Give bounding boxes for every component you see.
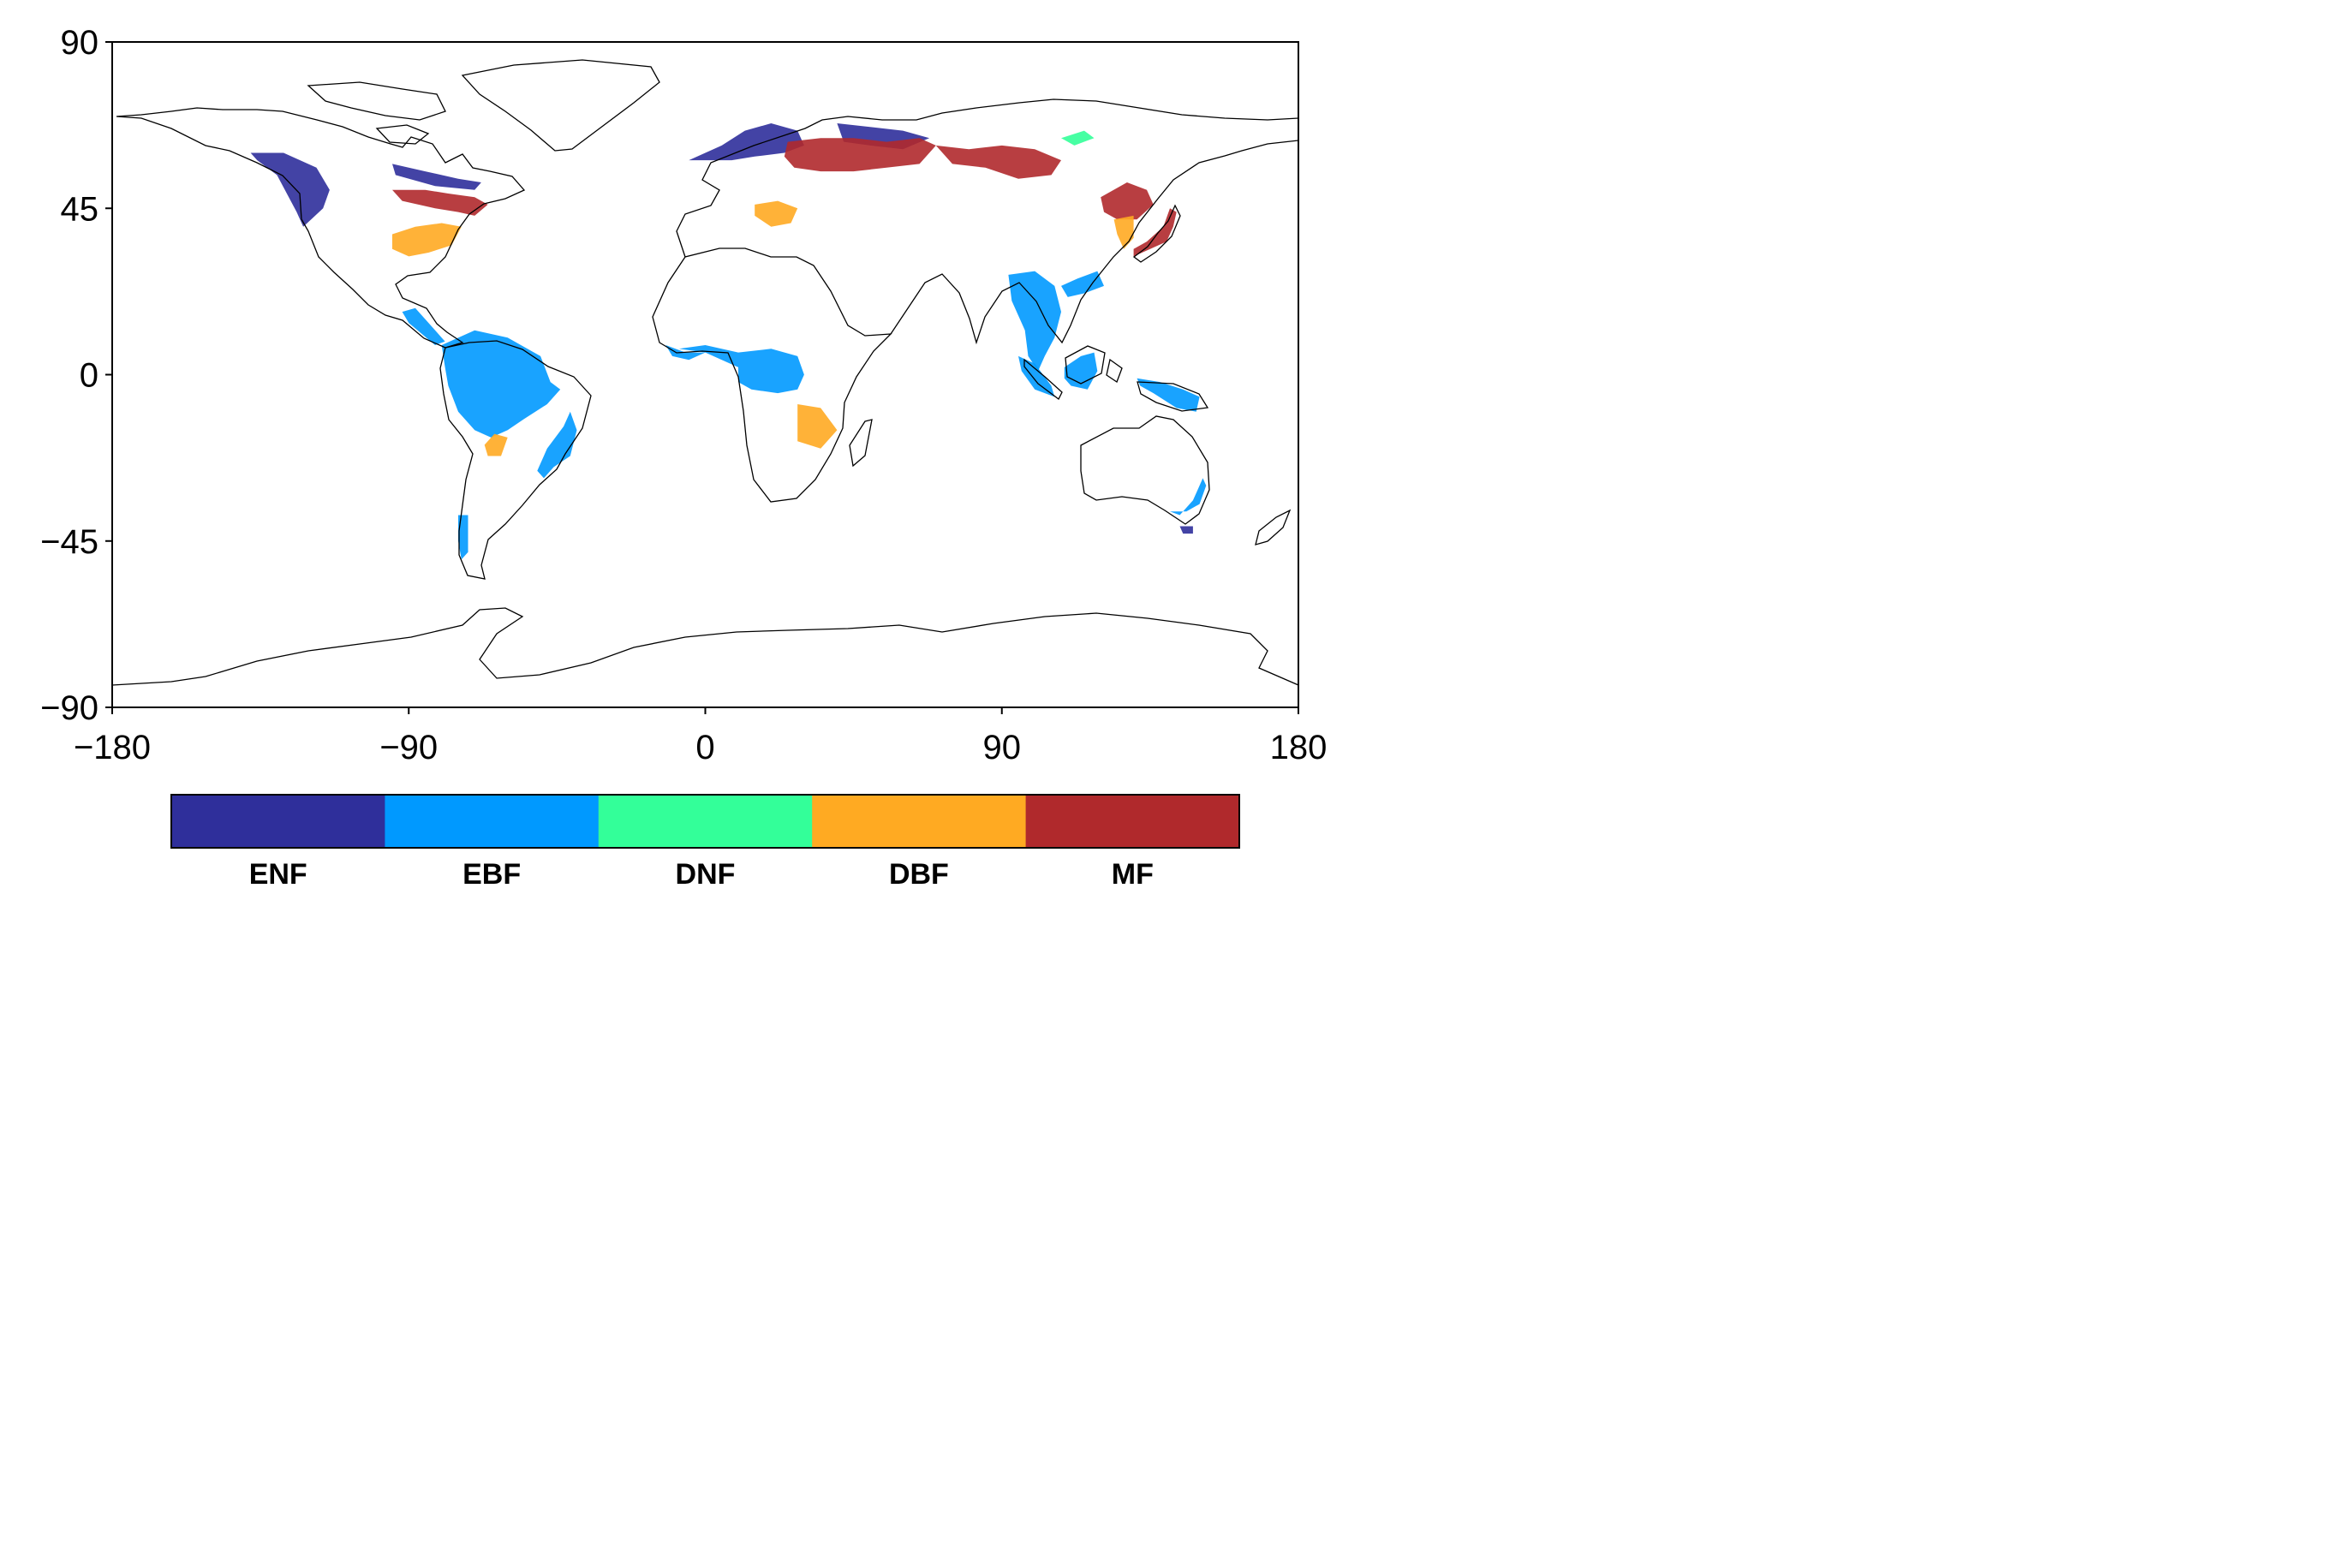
coastline-sumatra bbox=[1023, 358, 1063, 400]
region-mf-20 bbox=[1101, 182, 1154, 220]
coastline-new-zealand bbox=[1255, 509, 1292, 546]
region-ebf-2 bbox=[1008, 271, 1061, 372]
region-enf-13 bbox=[689, 123, 804, 161]
region-ebf-8 bbox=[1061, 271, 1104, 297]
region-ebf-4 bbox=[1064, 352, 1098, 390]
coastline-north-america bbox=[116, 107, 526, 349]
coastline-madagascar bbox=[849, 419, 873, 468]
coastline-antarctica bbox=[112, 607, 1298, 686]
legend-swatch-dbf bbox=[812, 795, 1027, 848]
region-mf-19 bbox=[935, 145, 1061, 179]
region-dbf-23 bbox=[755, 200, 798, 227]
region-ebf-3 bbox=[1018, 355, 1055, 397]
coastline-europe bbox=[676, 98, 1298, 258]
colorbar-frame bbox=[170, 794, 1240, 849]
legend-label-mf: MF bbox=[1112, 858, 1154, 891]
region-ebf-5 bbox=[1137, 378, 1200, 412]
region-ebf-1 bbox=[678, 345, 804, 394]
region-mf-18 bbox=[784, 138, 936, 172]
region-dbf-25 bbox=[484, 433, 508, 456]
x-tick-label: −90 bbox=[379, 729, 438, 766]
colorbar-legend: ENF EBF DNF DBF MF bbox=[170, 794, 1240, 891]
region-mf-21 bbox=[1133, 208, 1177, 257]
region-ebf-7 bbox=[537, 411, 577, 479]
y-tick-label: −90 bbox=[40, 689, 98, 727]
y-tick-label: 0 bbox=[80, 357, 98, 395]
legend-label-ebf: EBF bbox=[462, 858, 521, 891]
map-area bbox=[111, 41, 1299, 708]
coastline-borneo bbox=[1065, 345, 1106, 385]
region-ebf-9 bbox=[1170, 478, 1207, 516]
region-dbf-26 bbox=[797, 404, 838, 449]
x-tick-label: −180 bbox=[74, 729, 151, 766]
x-tick-label: 180 bbox=[1270, 729, 1328, 766]
region-enf-15 bbox=[392, 164, 481, 190]
legend-label-dbf: DBF bbox=[889, 858, 949, 891]
coastline-asia bbox=[890, 140, 1298, 345]
coastline-greenland bbox=[461, 59, 660, 152]
coastline-australia bbox=[1080, 415, 1210, 525]
x-tick-label: 0 bbox=[695, 729, 714, 766]
coastlines bbox=[112, 59, 1298, 686]
region-enf-16 bbox=[1179, 526, 1193, 534]
legend-swatch-dnf bbox=[598, 795, 813, 848]
legend-label-dnf: DNF bbox=[676, 858, 736, 891]
y-tick-label: 45 bbox=[61, 190, 99, 228]
coastline-new-guinea bbox=[1137, 381, 1209, 412]
legend-label-enf: ENF bbox=[249, 858, 307, 891]
y-tick-label: 90 bbox=[61, 24, 99, 62]
legend-swatch-mf bbox=[1025, 795, 1240, 848]
y-tick-label: −45 bbox=[40, 523, 98, 561]
legend-swatch-ebf bbox=[385, 795, 600, 848]
region-ebf-10 bbox=[458, 515, 468, 560]
legend-swatch-enf bbox=[171, 795, 385, 848]
region-mf-17 bbox=[392, 189, 488, 216]
map-background bbox=[112, 42, 1298, 707]
coastline-japan bbox=[1132, 204, 1181, 263]
region-dnf-27 bbox=[1061, 130, 1095, 146]
coastline-south-america bbox=[439, 340, 592, 580]
forest-regions bbox=[250, 123, 1207, 560]
region-ebf-0 bbox=[441, 330, 561, 438]
x-tick-label: 90 bbox=[983, 729, 1022, 766]
region-enf-12 bbox=[250, 152, 330, 227]
region-dbf-22 bbox=[392, 223, 462, 257]
coastline-arctic-islands bbox=[307, 81, 446, 121]
region-ebf-6 bbox=[402, 307, 445, 345]
coastline-africa bbox=[652, 247, 892, 503]
